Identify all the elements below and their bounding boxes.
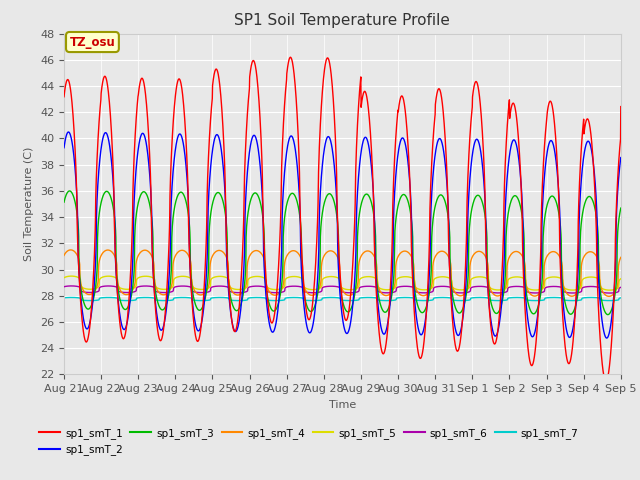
sp1_smT_5 — [68, 273, 76, 279]
sp1_smT_1 — [60, 94, 68, 100]
sp1_smT_1 — [602, 378, 610, 384]
Line: sp1_smT_1: sp1_smT_1 — [64, 57, 621, 381]
sp1_smT_7 — [495, 298, 502, 303]
sp1_smT_6 — [568, 290, 575, 296]
sp1_smT_1 — [617, 104, 625, 109]
Line: sp1_smT_6: sp1_smT_6 — [64, 286, 621, 293]
sp1_smT_7 — [617, 295, 625, 301]
sp1_smT_4 — [216, 248, 223, 253]
sp1_smT_2 — [603, 335, 611, 341]
sp1_smT_1 — [504, 108, 512, 114]
sp1_smT_7 — [568, 298, 576, 303]
sp1_smT_4 — [504, 257, 512, 263]
sp1_smT_2 — [617, 155, 625, 160]
sp1_smT_3 — [604, 312, 612, 317]
sp1_smT_5 — [584, 275, 591, 280]
Line: sp1_smT_5: sp1_smT_5 — [64, 276, 621, 290]
Line: sp1_smT_2: sp1_smT_2 — [64, 132, 621, 338]
sp1_smT_1 — [568, 350, 575, 356]
sp1_smT_5 — [371, 275, 379, 281]
Title: SP1 Soil Temperature Profile: SP1 Soil Temperature Profile — [234, 13, 451, 28]
sp1_smT_2 — [504, 162, 512, 168]
sp1_smT_2 — [60, 145, 68, 151]
sp1_smT_6 — [60, 284, 68, 289]
X-axis label: Time: Time — [329, 400, 356, 409]
sp1_smT_2 — [65, 129, 72, 135]
sp1_smT_2 — [568, 331, 575, 336]
sp1_smT_3 — [359, 196, 367, 202]
Legend: sp1_smT_1, sp1_smT_2, sp1_smT_3, sp1_smT_4, sp1_smT_5, sp1_smT_6, sp1_smT_7: sp1_smT_1, sp1_smT_2, sp1_smT_3, sp1_smT… — [35, 424, 583, 459]
Line: sp1_smT_4: sp1_smT_4 — [64, 250, 621, 296]
sp1_smT_1 — [584, 116, 591, 122]
sp1_smT_6 — [504, 285, 512, 290]
sp1_smT_2 — [584, 139, 591, 144]
sp1_smT_4 — [568, 293, 575, 299]
sp1_smT_1 — [359, 94, 367, 99]
sp1_smT_4 — [605, 293, 612, 299]
sp1_smT_4 — [371, 254, 379, 260]
sp1_smT_2 — [371, 241, 379, 247]
sp1_smT_7 — [584, 295, 591, 300]
sp1_smT_7 — [513, 295, 521, 300]
sp1_smT_4 — [60, 252, 68, 258]
sp1_smT_2 — [216, 137, 223, 143]
sp1_smT_1 — [287, 54, 294, 60]
Line: sp1_smT_7: sp1_smT_7 — [64, 298, 621, 300]
sp1_smT_6 — [584, 284, 591, 289]
sp1_smT_6 — [216, 283, 223, 289]
sp1_smT_6 — [68, 283, 76, 289]
sp1_smT_1 — [216, 78, 223, 84]
sp1_smT_4 — [67, 247, 74, 253]
sp1_smT_6 — [371, 284, 379, 290]
Text: TZ_osu: TZ_osu — [70, 36, 115, 48]
sp1_smT_7 — [358, 295, 366, 300]
sp1_smT_3 — [60, 199, 68, 205]
sp1_smT_2 — [359, 140, 367, 146]
sp1_smT_4 — [617, 254, 625, 260]
sp1_smT_7 — [504, 295, 512, 301]
sp1_smT_6 — [617, 285, 625, 290]
sp1_smT_3 — [216, 191, 223, 196]
sp1_smT_3 — [504, 210, 512, 216]
sp1_smT_5 — [617, 276, 625, 282]
sp1_smT_4 — [359, 251, 367, 257]
sp1_smT_3 — [584, 195, 591, 201]
sp1_smT_7 — [371, 295, 378, 300]
sp1_smT_3 — [568, 311, 575, 317]
Line: sp1_smT_3: sp1_smT_3 — [64, 191, 621, 314]
sp1_smT_3 — [617, 205, 625, 211]
sp1_smT_6 — [359, 284, 367, 289]
sp1_smT_5 — [60, 275, 68, 281]
sp1_smT_3 — [371, 221, 379, 227]
sp1_smT_5 — [606, 288, 614, 293]
Y-axis label: Soil Temperature (C): Soil Temperature (C) — [24, 147, 35, 261]
sp1_smT_5 — [216, 274, 223, 279]
sp1_smT_7 — [60, 295, 68, 301]
sp1_smT_3 — [66, 188, 74, 194]
sp1_smT_6 — [606, 290, 614, 296]
sp1_smT_4 — [584, 250, 591, 256]
sp1_smT_5 — [359, 275, 367, 280]
sp1_smT_5 — [504, 276, 512, 282]
sp1_smT_7 — [216, 295, 223, 300]
sp1_smT_5 — [568, 287, 575, 293]
sp1_smT_1 — [371, 254, 379, 260]
